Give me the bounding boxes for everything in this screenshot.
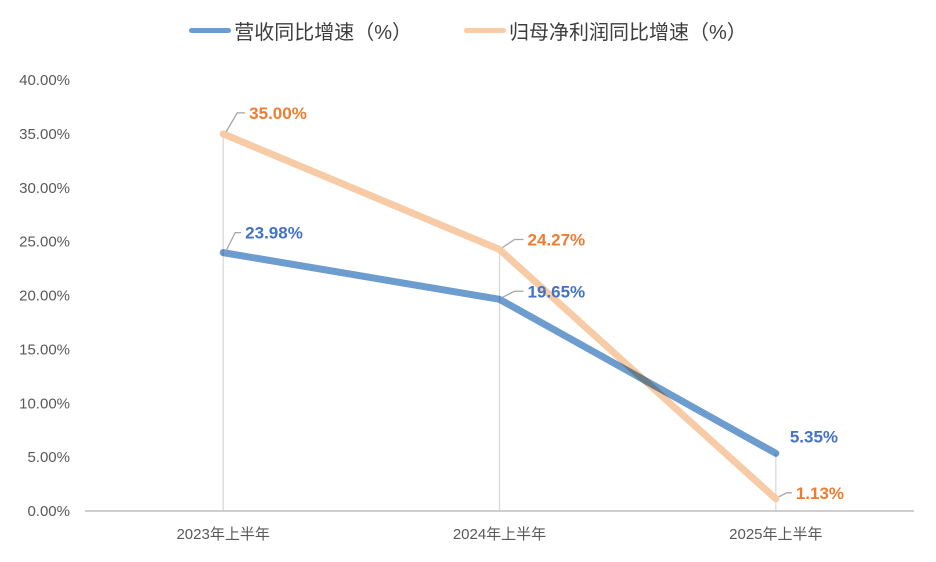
data-label-leader-line bbox=[225, 112, 246, 133]
data-point-label: 19.65% bbox=[528, 282, 586, 301]
legend-label-revenue: 营收同比增速（%） bbox=[234, 22, 412, 44]
series-line-net-profit bbox=[219, 130, 780, 503]
series-line-revenue bbox=[219, 249, 780, 457]
x-axis-category-label: 2025年上半年 bbox=[729, 526, 822, 543]
data-point-label: 23.98% bbox=[245, 224, 303, 243]
data-point-label: 5.35% bbox=[790, 427, 838, 446]
y-axis-tick-label: 25.00% bbox=[19, 234, 70, 251]
data-point-label: 24.27% bbox=[528, 230, 586, 249]
legend-label-net-profit: 归母净利润同比增速（%） bbox=[509, 22, 747, 44]
y-axis-tick-label: 15.00% bbox=[19, 341, 70, 358]
x-axis-category-label: 2023年上半年 bbox=[176, 526, 269, 543]
data-label-leader-line bbox=[225, 231, 242, 251]
y-axis-tick-label: 40.00% bbox=[19, 72, 70, 89]
y-axis-tick-label: 20.00% bbox=[19, 288, 70, 305]
data-point-label: 35.00% bbox=[249, 104, 307, 123]
x-axis-category-label: 2024年上半年 bbox=[453, 526, 546, 543]
legend-item-net-profit-growth: 归母净利润同比增速（%） bbox=[464, 16, 747, 45]
y-axis-tick-label: 10.00% bbox=[19, 395, 70, 412]
y-axis-tick-label: 0.00% bbox=[27, 503, 70, 520]
data-label-leader-line bbox=[502, 238, 524, 249]
data-label-leader-line bbox=[778, 492, 792, 498]
chart-legend: 营收同比增速（%） 归母净利润同比增速（%） bbox=[0, 16, 936, 45]
y-axis-tick-label: 35.00% bbox=[19, 126, 70, 143]
y-axis-tick-label: 30.00% bbox=[19, 180, 70, 197]
legend-marker-revenue bbox=[189, 28, 232, 33]
legend-item-revenue-growth: 营收同比增速（%） bbox=[189, 16, 412, 45]
data-point-label: 1.13% bbox=[796, 484, 844, 503]
legend-marker-net-profit bbox=[464, 28, 506, 33]
y-axis-tick-label: 5.00% bbox=[27, 449, 70, 466]
data-label-leader-line bbox=[502, 290, 524, 298]
